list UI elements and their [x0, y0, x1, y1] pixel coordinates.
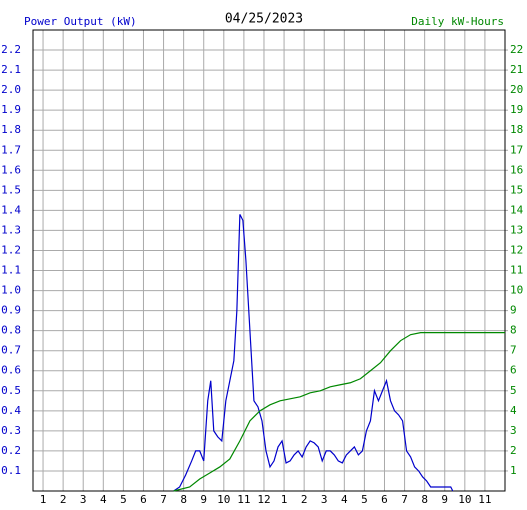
y2-tick-label: 3: [510, 424, 517, 437]
y-tick-label: 1.9: [1, 103, 21, 116]
y2-tick-label: 9: [510, 304, 517, 317]
y-tick-label: 0.3: [1, 424, 21, 437]
y2-tick-label: 7: [510, 344, 517, 357]
y-tick-label: 0.5: [1, 384, 21, 397]
y2-tick-label: 11: [510, 264, 523, 277]
x-tick-label: 11: [237, 493, 250, 506]
y-tick-label: 1.4: [1, 203, 21, 216]
x-tick-label: 5: [361, 493, 368, 506]
x-tick-label: 2: [301, 493, 308, 506]
y-axis-title: Power Output (kW): [24, 15, 137, 28]
chart-title: 04/25/2023: [225, 12, 303, 27]
plot-area: [33, 30, 505, 491]
y2-tick-label: 14: [510, 203, 524, 216]
x-tick-label: 1: [40, 493, 47, 506]
y2-tick-label: 1: [510, 464, 517, 477]
y2-tick-label: 20: [510, 83, 523, 96]
y2-tick-label: 12: [510, 243, 523, 256]
y-tick-label: 1.8: [1, 123, 21, 136]
x-tick-label: 8: [421, 493, 428, 506]
y2-tick-label: 4: [510, 404, 517, 417]
y-tick-label: 0.4: [1, 404, 21, 417]
y2-tick-label: 15: [510, 183, 523, 196]
x-tick-label: 1: [281, 493, 288, 506]
y-tick-label: 1.3: [1, 223, 21, 236]
x-tick-label: 7: [160, 493, 167, 506]
x-tick-label: 9: [441, 493, 448, 506]
y-tick-label: 2.0: [1, 83, 21, 96]
x-tick-label: 3: [80, 493, 87, 506]
y2-tick-label: 2: [510, 444, 517, 457]
plot-border: [32, 29, 506, 492]
y2-tick-label: 17: [510, 143, 523, 156]
y2-tick-label: 16: [510, 163, 523, 176]
y2-tick-label: 6: [510, 364, 517, 377]
x-tick-label: 10: [217, 493, 230, 506]
x-tick-label: 8: [180, 493, 187, 506]
y-tick-label: 0.7: [1, 344, 21, 357]
y2-tick-label: 13: [510, 223, 523, 236]
x-tick-label: 9: [200, 493, 207, 506]
x-tick-label: 6: [381, 493, 388, 506]
y2-axis-title: Daily kW-Hours: [411, 15, 504, 28]
x-tick-label: 6: [140, 493, 147, 506]
y-tick-label: 0.1: [1, 464, 21, 477]
y2-tick-label: 22: [510, 43, 523, 56]
series-line: [173, 332, 505, 492]
y2-tick-label: 19: [510, 103, 523, 116]
y-tick-label: 2.1: [1, 63, 21, 76]
y2-tick-label: 8: [510, 324, 517, 337]
x-tick-label: 10: [458, 493, 471, 506]
y-tick-label: 1.0: [1, 284, 21, 297]
series-line: [173, 214, 454, 492]
y-tick-label: 0.2: [1, 444, 21, 457]
x-tick-label: 7: [401, 493, 408, 506]
y-tick-label: 1.6: [1, 163, 21, 176]
y-tick-label: 1.1: [1, 264, 21, 277]
x-tick-label: 4: [341, 493, 348, 506]
x-tick-label: 2: [60, 493, 67, 506]
x-tick-label: 4: [100, 493, 107, 506]
y-tick-label: 0.6: [1, 364, 21, 377]
x-tick-label: 5: [120, 493, 127, 506]
y-tick-label: 1.7: [1, 143, 21, 156]
x-tick-label: 11: [478, 493, 491, 506]
y-tick-label: 1.5: [1, 183, 21, 196]
y2-tick-label: 10: [510, 284, 523, 297]
x-tick-label: 3: [321, 493, 328, 506]
y2-tick-label: 5: [510, 384, 517, 397]
y-tick-label: 2.2: [1, 43, 21, 56]
y-tick-label: 0.8: [1, 324, 21, 337]
y-tick-label: 0.9: [1, 304, 21, 317]
y2-tick-label: 21: [510, 63, 523, 76]
y2-tick-label: 18: [510, 123, 523, 136]
y-tick-label: 1.2: [1, 243, 21, 256]
x-tick-label: 12: [257, 493, 270, 506]
